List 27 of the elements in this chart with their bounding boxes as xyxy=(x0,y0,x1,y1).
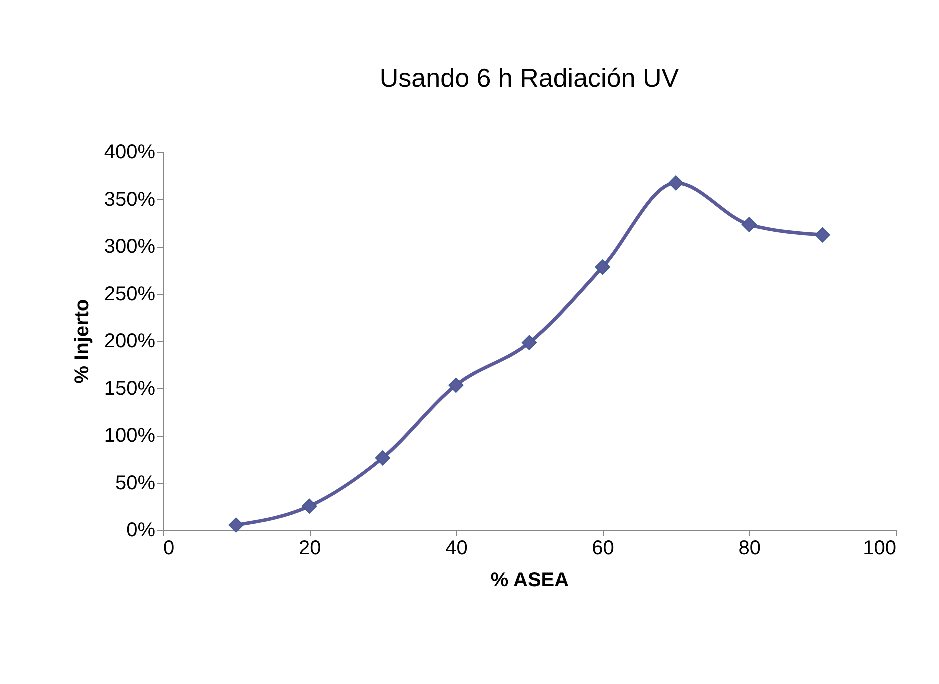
y-tick-label: 200% xyxy=(104,330,156,352)
y-tick-label: 250% xyxy=(104,283,156,306)
x-tick-label: 20 xyxy=(298,538,322,560)
y-tick-label: 350% xyxy=(104,188,156,211)
y-tick-label: 300% xyxy=(104,236,156,258)
point xyxy=(302,498,318,514)
x-tick-label: 40 xyxy=(446,538,468,560)
point xyxy=(595,260,610,275)
y-axis-title: % Injerto xyxy=(71,299,94,384)
point xyxy=(668,176,684,191)
y-tick-label: 100% xyxy=(104,425,156,447)
point xyxy=(228,518,244,533)
y-tick-label: 150% xyxy=(104,378,156,400)
x-axis-title: % ASEA xyxy=(490,570,570,592)
point xyxy=(742,217,757,232)
point xyxy=(815,228,830,243)
point xyxy=(375,450,390,466)
y-tick-label: 50% xyxy=(115,472,156,494)
y-tick-label: 0% xyxy=(126,520,156,542)
x-tick-label: 0 xyxy=(164,538,175,560)
x-tick-label: 80 xyxy=(738,538,762,560)
y-tick-label: 400% xyxy=(104,142,156,164)
x-tick-label: 100 xyxy=(863,538,896,560)
point xyxy=(448,378,464,393)
x-tick-label: 60 xyxy=(592,538,614,560)
point xyxy=(522,335,538,350)
chart-title: Usando 6 h Radiación UV xyxy=(380,63,680,93)
